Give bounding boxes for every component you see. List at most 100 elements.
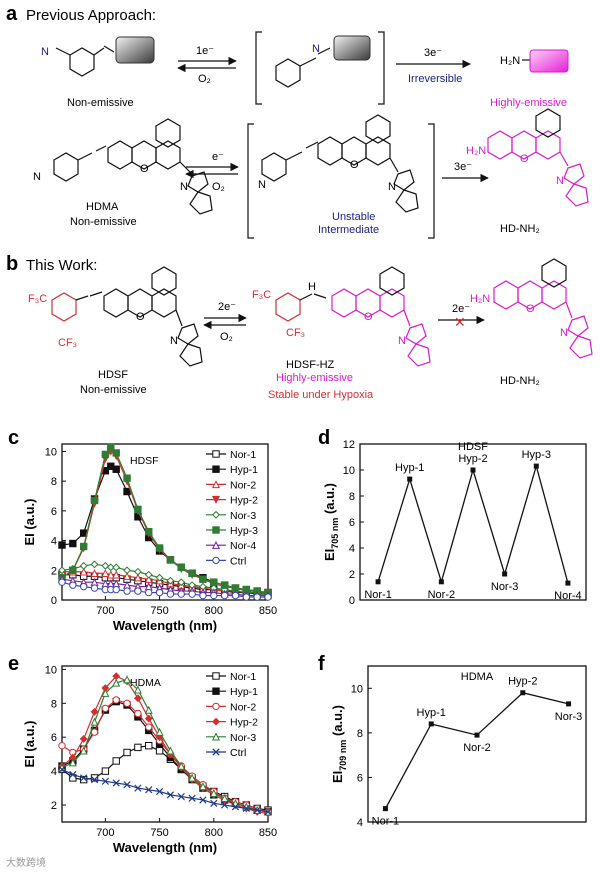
y-tick-label: 10 xyxy=(351,683,363,695)
data-point-hyp-3 xyxy=(220,581,229,589)
data-point-nor-3 xyxy=(79,746,88,755)
data-point-hyp-3 xyxy=(79,542,88,551)
data-point-ctrl xyxy=(145,786,153,794)
label-irreversible: Irreversible xyxy=(408,73,462,85)
o-atom: O xyxy=(526,303,535,315)
data-point-hyp-3 xyxy=(199,575,207,583)
legend-marker xyxy=(212,672,220,680)
o-atom: O xyxy=(140,163,149,175)
data-point-nor-2 xyxy=(134,709,142,718)
legend-marker xyxy=(212,526,220,534)
cycle-label: Nor-1 xyxy=(372,816,400,828)
hdnh2-structure-b: H₂N O N xyxy=(470,258,593,359)
data-point-nor-3 xyxy=(133,567,142,576)
cycle-label: Nor-2 xyxy=(463,742,491,754)
data-point-nor-3 xyxy=(90,717,99,726)
panel-label-c: c xyxy=(8,427,19,449)
hdsf-structure: F₃C CF₃ O N xyxy=(28,266,203,367)
cycle-label: Hyp-1 xyxy=(395,462,424,474)
data-point-hyp-3 xyxy=(112,449,120,457)
data-point-ctrl xyxy=(90,584,99,592)
n-atom: N xyxy=(388,181,396,193)
data-point-ctrl xyxy=(155,787,164,796)
chart-title: HDMA xyxy=(461,671,494,683)
arrow-label-3e-1: 3e⁻ xyxy=(424,47,442,59)
y-tick-label: 10 xyxy=(45,664,57,676)
legend-marker xyxy=(212,748,220,756)
cycle-label: Nor-2 xyxy=(428,589,456,601)
arrow-label-o2-2: O₂ xyxy=(212,181,225,193)
n-atom: N xyxy=(312,43,320,55)
y-tick-label: 0 xyxy=(51,595,57,607)
data-point-ctrl xyxy=(90,775,99,784)
series-line-ctrl xyxy=(61,768,269,813)
data-point-nor-2 xyxy=(79,567,88,576)
data-point-ctrl xyxy=(253,806,261,814)
cycle-point-hyp-3 xyxy=(533,463,539,469)
data-point-hyp-3 xyxy=(134,505,142,514)
legend-marker xyxy=(212,702,220,711)
data-point-ctrl xyxy=(264,808,272,816)
data-point-nor-2 xyxy=(133,573,142,582)
data-point-ctrl xyxy=(177,792,185,801)
cycle-label: Hyp-3 xyxy=(522,449,551,461)
data-point-nor-3 xyxy=(198,782,207,791)
legend-marker xyxy=(212,556,220,565)
legend-entry: Nor-2 xyxy=(230,479,256,491)
legend-entry: Hyp-1 xyxy=(230,686,258,698)
data-point-nor-3 xyxy=(68,758,77,767)
data-point-ctrl xyxy=(134,587,142,595)
data-point-nor-3 xyxy=(106,563,115,572)
legend-entry: Ctrl xyxy=(230,555,246,567)
legend-marker xyxy=(211,495,221,504)
cf3-atom: CF₃ xyxy=(286,327,305,339)
y-axis-label: EI (a.u.) xyxy=(22,499,37,546)
data-point-nor-1 xyxy=(123,748,131,757)
legend-entry: Hyp-3 xyxy=(230,525,258,537)
panel-label-a: a xyxy=(6,3,18,25)
y-axis-label: EI705 nm (a.u.) xyxy=(322,483,340,561)
y-tick-label: 0 xyxy=(349,595,355,607)
y-tick-label: 8 xyxy=(349,491,355,503)
data-point-ctrl xyxy=(210,591,218,600)
data-point-nor-1 xyxy=(145,741,153,750)
scheme-a: a Previous Approach: N Non-emissive 1e⁻ … xyxy=(6,3,589,239)
data-point-nor-2 xyxy=(101,704,110,713)
data-point-hyp-3 xyxy=(210,578,218,586)
data-point-nor-3 xyxy=(188,773,197,782)
data-point-nor-3 xyxy=(177,761,186,770)
h-atom: H xyxy=(308,281,316,293)
cycle-label: Hyp-2 xyxy=(508,676,537,688)
o-atom: O xyxy=(520,153,529,165)
legend-marker xyxy=(212,717,220,726)
cycle-point-nor-3 xyxy=(566,701,572,707)
data-point-ctrl xyxy=(242,593,251,601)
legend-entry: Hyp-2 xyxy=(230,495,258,507)
data-point-nor-2 xyxy=(90,728,99,736)
n-atom: N xyxy=(560,327,568,339)
data-point-hyp-2 xyxy=(144,714,153,723)
plot-frame xyxy=(367,665,587,823)
data-point-hyp-3 xyxy=(145,527,153,536)
data-point-hyp-2 xyxy=(133,694,142,703)
y-tick-label: 12 xyxy=(343,439,355,451)
data-point-ctrl xyxy=(134,784,142,792)
data-point-hyp-2 xyxy=(79,735,88,743)
o-atom: O xyxy=(364,311,373,323)
data-point-nor-3 xyxy=(101,688,110,697)
data-point-hyp-3 xyxy=(101,450,110,459)
data-point-nor-3 xyxy=(166,576,175,585)
data-point-ctrl xyxy=(123,781,131,789)
y-tick-label: 10 xyxy=(45,446,57,458)
arrow-label-2e: 2e⁻ xyxy=(218,301,236,313)
scheme-a-heading: Previous Approach: xyxy=(26,7,156,24)
cycle-point-nor-1 xyxy=(375,579,381,585)
data-point-nor-3 xyxy=(58,566,66,575)
data-point-ctrl xyxy=(177,590,185,598)
chart-d-hdsf-cycles: 0 2 4 6 8 10 12 EI705 nm (a.u.) Nor-1 Hyp-1 Nor-2 H… xyxy=(322,439,587,607)
x-axis-label: Wavelength (nm) xyxy=(113,618,217,633)
label-hdsf: HDSF xyxy=(98,369,128,381)
data-point-nor-3 xyxy=(112,678,121,687)
watermark: 大数跨境 xyxy=(6,856,46,869)
